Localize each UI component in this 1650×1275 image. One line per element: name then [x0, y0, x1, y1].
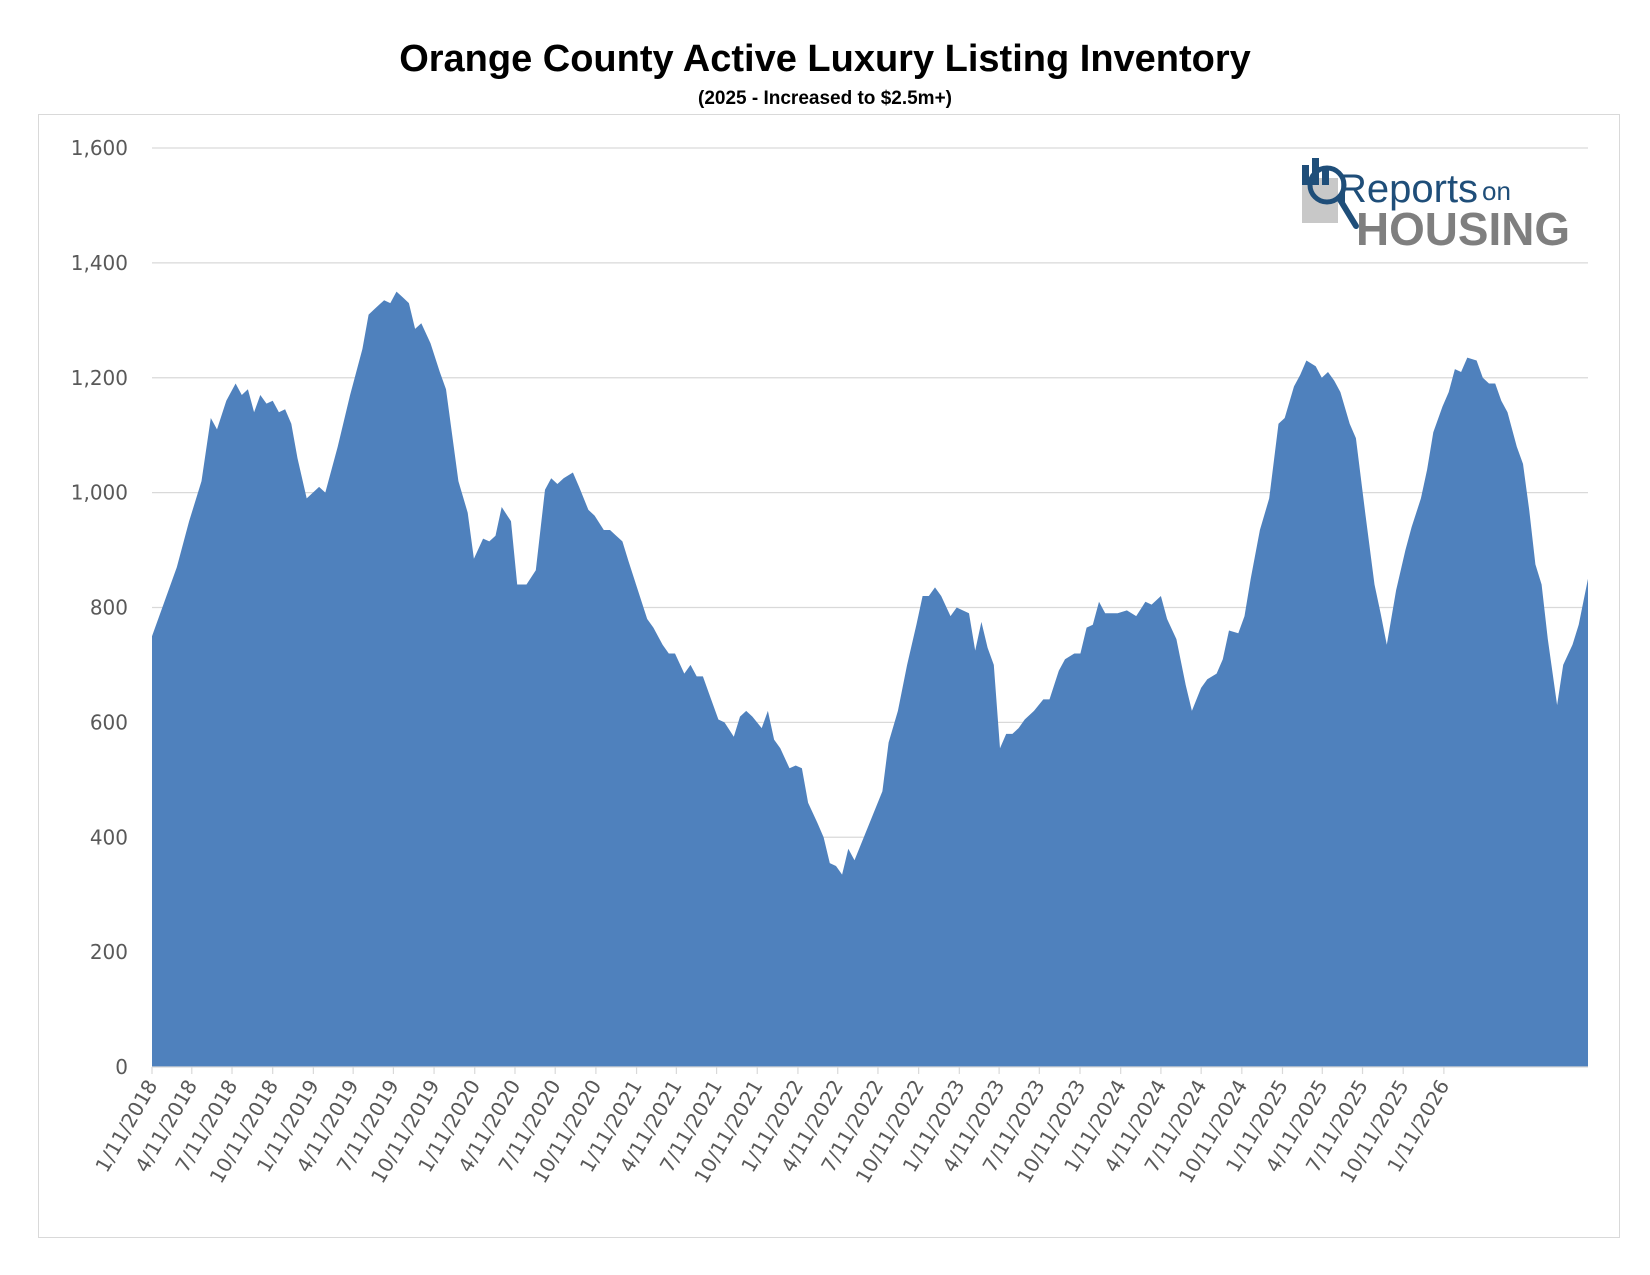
x-axis: 1/11/20184/11/20187/11/201810/11/20181/1…	[90, 1066, 1588, 1187]
logo-magnifier-handle	[1336, 195, 1359, 229]
y-tick-label: 1,000	[71, 481, 128, 505]
y-axis: 0 200 400 600 800 1,000 1,200 1,400 1,600	[71, 136, 128, 1079]
logo-bar-1	[1302, 165, 1309, 185]
y-tick-label: 1,400	[71, 251, 128, 275]
logo-text-on: on	[1482, 176, 1511, 206]
chart-title: Orange County Active Luxury Listing Inve…	[399, 38, 1251, 80]
y-tick-label: 800	[90, 596, 128, 620]
logo-text-reports: Reports	[1338, 167, 1478, 211]
reports-on-housing-logo: Reports on HOUSING	[1302, 158, 1570, 255]
area-fill	[152, 291, 1588, 1068]
y-tick-label: 1,600	[71, 136, 128, 160]
y-tick-label: 1,200	[71, 366, 128, 390]
y-tick-label: 600	[90, 710, 128, 734]
logo-bar-3	[1322, 168, 1329, 185]
chart-subtitle: (2025 - Increased to $2.5m+)	[698, 88, 952, 109]
area-series	[152, 291, 1588, 1068]
y-tick-label: 200	[90, 940, 128, 964]
logo-text-housing: HOUSING	[1356, 203, 1570, 255]
plot-frame	[38, 114, 1620, 1238]
y-tick-label: 0	[115, 1055, 128, 1079]
y-tick-label: 400	[90, 825, 128, 849]
logo-magnifier-ring	[1307, 165, 1347, 205]
